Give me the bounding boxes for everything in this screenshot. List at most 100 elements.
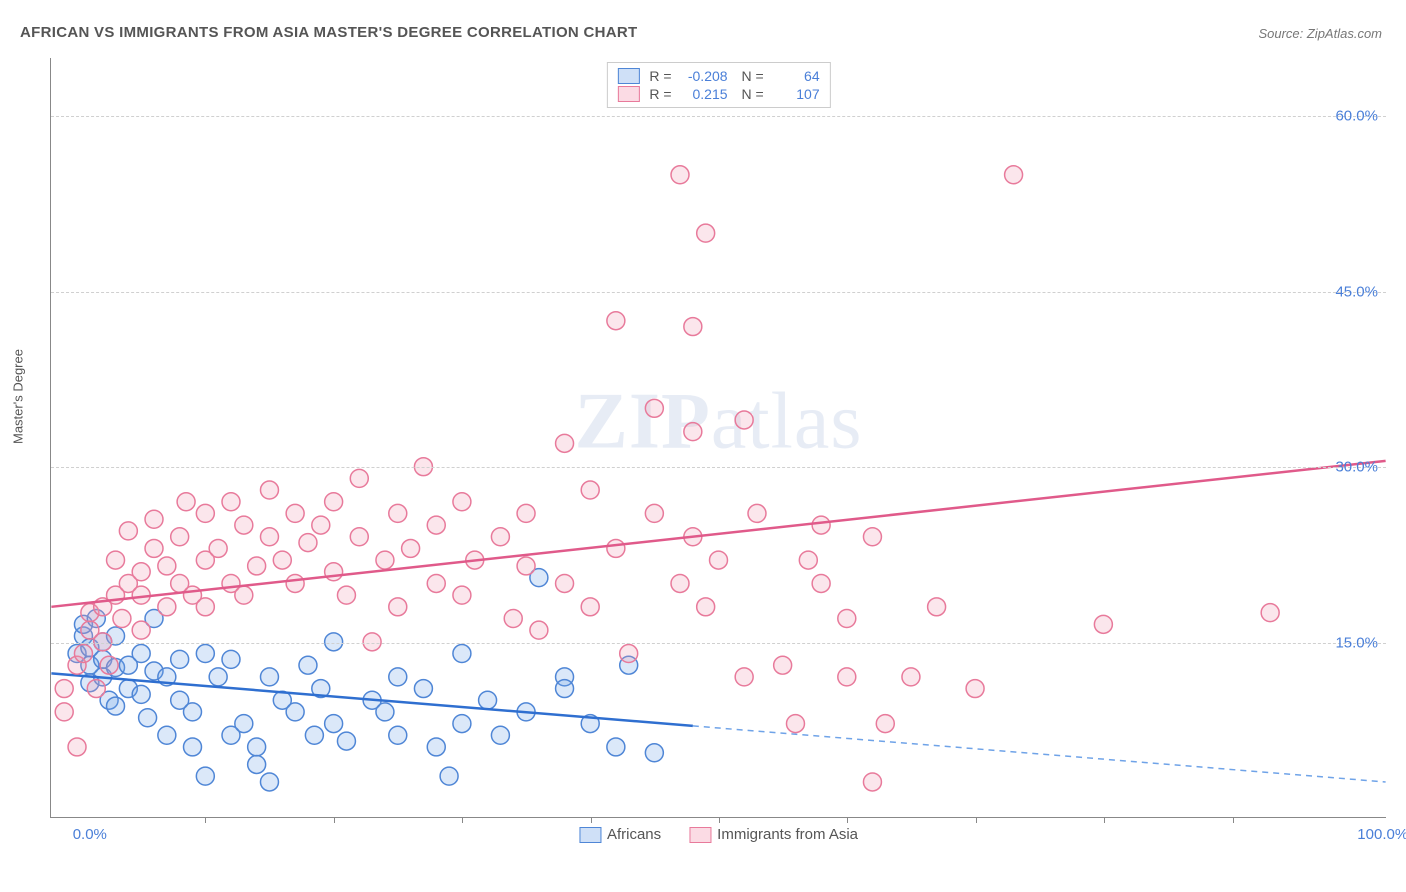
data-point: [235, 586, 253, 604]
gridline: [51, 116, 1386, 117]
x-tick-mark: [847, 817, 848, 823]
gridline: [51, 292, 1386, 293]
gridline: [51, 467, 1386, 468]
y-tick-label: 30.0%: [1335, 459, 1378, 476]
data-point: [517, 504, 535, 522]
data-point: [556, 574, 574, 592]
data-point: [337, 586, 355, 604]
data-point: [196, 767, 214, 785]
data-point: [402, 539, 420, 557]
data-point: [491, 726, 509, 744]
data-point: [248, 755, 266, 773]
data-point: [581, 598, 599, 616]
legend-label-b: Immigrants from Asia: [717, 826, 858, 843]
data-point: [607, 738, 625, 756]
data-point: [171, 650, 189, 668]
data-point: [1005, 166, 1023, 184]
data-point: [389, 598, 407, 616]
data-point: [427, 516, 445, 534]
data-point: [671, 574, 689, 592]
data-point: [812, 516, 830, 534]
data-point: [1094, 615, 1112, 633]
trend-line: [51, 461, 1385, 607]
data-point: [260, 773, 278, 791]
legend-swatch-b: [689, 827, 711, 843]
data-point: [414, 680, 432, 698]
data-point: [119, 522, 137, 540]
data-point: [171, 528, 189, 546]
data-point: [440, 767, 458, 785]
y-axis-label: Master's Degree: [11, 349, 26, 444]
data-point: [209, 668, 227, 686]
data-point: [735, 668, 753, 686]
data-point: [453, 586, 471, 604]
data-point: [645, 504, 663, 522]
data-point: [184, 703, 202, 721]
data-point: [928, 598, 946, 616]
y-tick-label: 60.0%: [1335, 108, 1378, 125]
data-point: [376, 551, 394, 569]
data-point: [748, 504, 766, 522]
x-tick-label: 0.0%: [73, 826, 107, 843]
legend-item-a: Africans: [579, 826, 661, 843]
data-point: [132, 685, 150, 703]
data-point: [710, 551, 728, 569]
data-point: [158, 598, 176, 616]
data-point: [556, 680, 574, 698]
data-point: [286, 504, 304, 522]
y-tick-label: 15.0%: [1335, 634, 1378, 651]
data-point: [479, 691, 497, 709]
data-point: [222, 650, 240, 668]
legend-swatch-a: [579, 827, 601, 843]
series-legend: Africans Immigrants from Asia: [579, 826, 858, 843]
data-point: [799, 551, 817, 569]
y-tick-label: 45.0%: [1335, 283, 1378, 300]
data-point: [248, 557, 266, 575]
data-point: [453, 493, 471, 511]
data-point: [902, 668, 920, 686]
data-point: [556, 434, 574, 452]
data-point: [774, 656, 792, 674]
data-point: [260, 481, 278, 499]
data-point: [196, 645, 214, 663]
data-point: [645, 399, 663, 417]
data-point: [620, 645, 638, 663]
data-point: [184, 738, 202, 756]
data-point: [876, 715, 894, 733]
data-point: [196, 598, 214, 616]
data-point: [107, 697, 125, 715]
data-point: [427, 738, 445, 756]
data-point: [1261, 604, 1279, 622]
data-point: [684, 318, 702, 336]
data-point: [325, 715, 343, 733]
data-point: [350, 528, 368, 546]
data-point: [684, 423, 702, 441]
data-point: [74, 645, 92, 663]
data-point: [966, 680, 984, 698]
data-point: [350, 469, 368, 487]
legend-item-b: Immigrants from Asia: [689, 826, 858, 843]
data-point: [838, 668, 856, 686]
data-point: [697, 224, 715, 242]
data-point: [453, 645, 471, 663]
x-tick-mark: [205, 817, 206, 823]
data-point: [209, 539, 227, 557]
data-point: [517, 557, 535, 575]
data-point: [838, 610, 856, 628]
data-point: [177, 493, 195, 511]
data-point: [145, 539, 163, 557]
data-point: [607, 539, 625, 557]
data-point: [389, 726, 407, 744]
data-point: [55, 703, 73, 721]
data-point: [645, 744, 663, 762]
data-point: [145, 510, 163, 528]
x-tick-mark: [334, 817, 335, 823]
x-tick-mark: [719, 817, 720, 823]
data-point: [697, 598, 715, 616]
data-point: [786, 715, 804, 733]
data-point: [607, 312, 625, 330]
legend-label-a: Africans: [607, 826, 661, 843]
data-point: [196, 504, 214, 522]
data-point: [132, 621, 150, 639]
data-point: [100, 656, 118, 674]
